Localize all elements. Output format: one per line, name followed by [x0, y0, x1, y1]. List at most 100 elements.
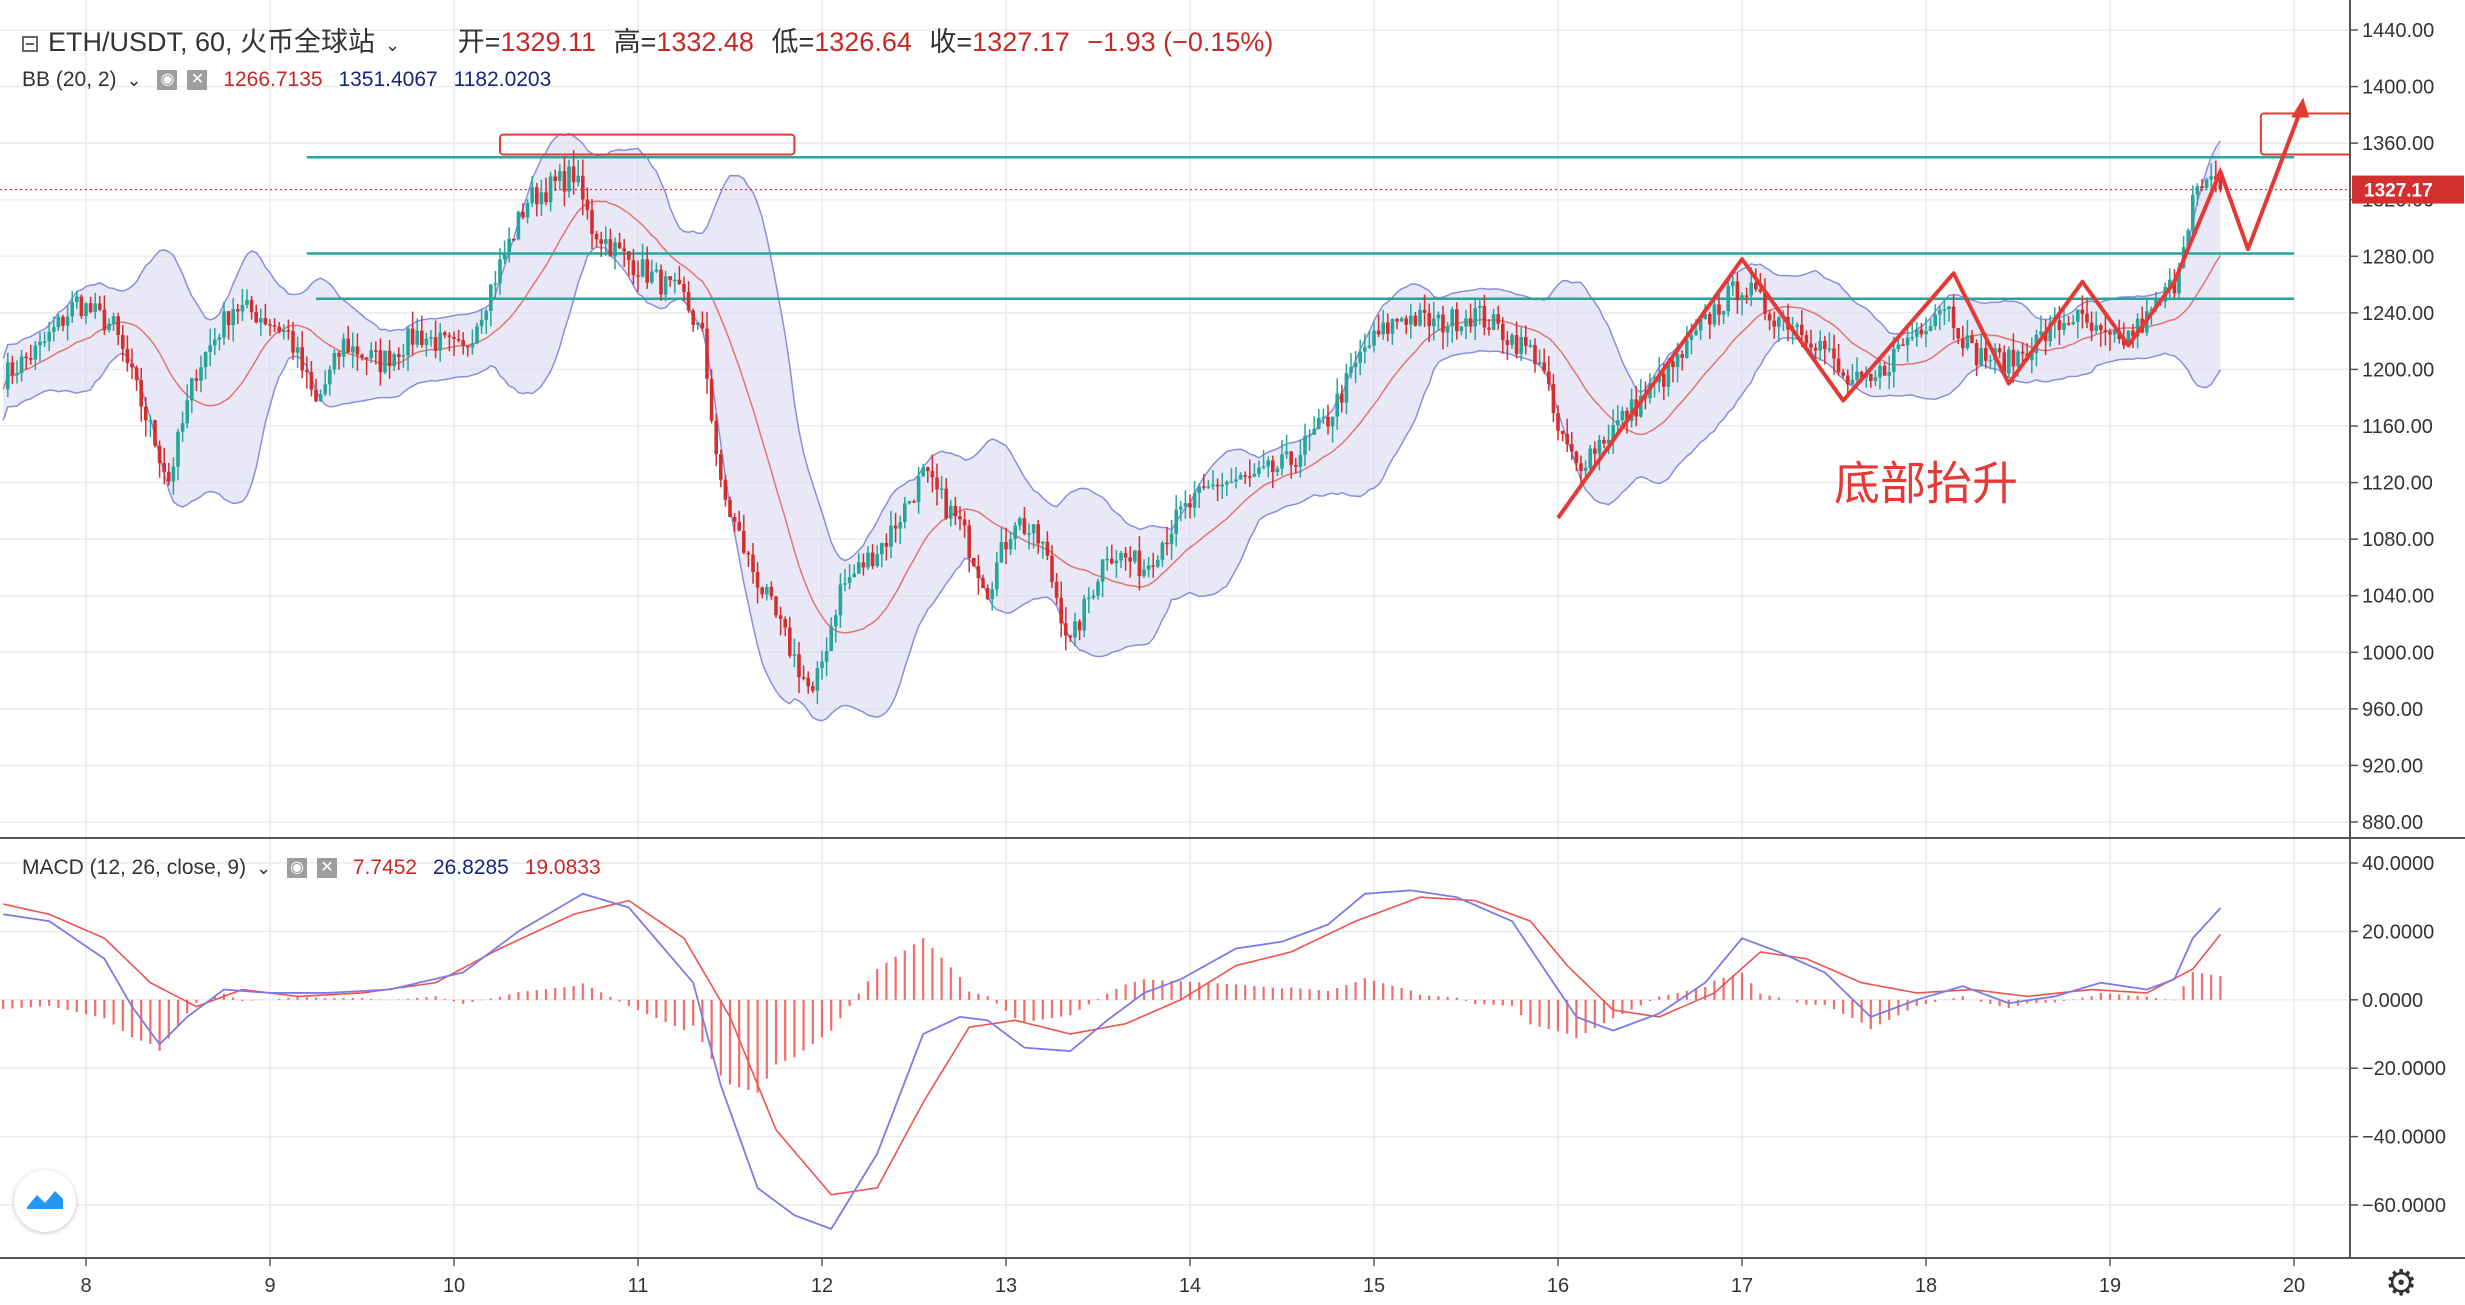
macd-label[interactable]: MACD (12, 26, close, 9)	[22, 856, 247, 879]
x-tick-label: 19	[2099, 1275, 2121, 1297]
candle-body	[1404, 318, 1408, 325]
candle-body	[1717, 304, 1721, 315]
candle-body	[502, 254, 507, 260]
macd-y-tick-label: 0.0000	[2362, 990, 2423, 1012]
eye-icon[interactable]: ◉	[287, 858, 308, 879]
close-icon[interactable]: ✕	[187, 70, 208, 91]
candle-body	[2195, 186, 2200, 195]
y-tick-label: 1000.00	[2362, 642, 2434, 664]
candle-body	[2016, 351, 2020, 367]
candle-body	[1708, 313, 1712, 325]
candle-body	[2103, 330, 2108, 332]
candle-body	[1151, 565, 1155, 567]
candle-body	[351, 346, 355, 353]
candle-body	[972, 558, 976, 567]
candle-body	[1105, 558, 1109, 561]
candle-body	[1951, 306, 1956, 329]
candle-body	[1156, 559, 1160, 567]
candle-body	[1482, 305, 1487, 328]
candle-body	[190, 378, 194, 401]
candle-body	[1225, 481, 1229, 485]
candle-body	[56, 316, 61, 328]
chevron-down-icon[interactable]: ⌄	[126, 70, 142, 90]
candle-body	[1087, 597, 1091, 600]
candle-body	[272, 325, 277, 327]
candle-body	[484, 310, 488, 320]
candle-body	[1096, 581, 1100, 596]
candle-body	[2099, 325, 2103, 331]
symbol-title[interactable]: ETH/USDT, 60, 火币全球站	[48, 27, 376, 57]
candle-body	[98, 303, 102, 310]
bb-label[interactable]: BB (20, 2)	[22, 68, 117, 91]
candle-body	[1551, 384, 1556, 414]
candle-body	[2191, 194, 2195, 231]
candle-body	[360, 354, 364, 358]
candle-body	[1119, 553, 1123, 561]
candle-body	[824, 651, 829, 662]
candle-body	[1248, 476, 1252, 478]
candle-body	[512, 238, 516, 241]
candle-body	[84, 303, 88, 317]
candle-body	[121, 334, 125, 349]
candle-body	[2007, 349, 2011, 374]
candle-body	[2204, 179, 2209, 188]
candle-body	[424, 338, 429, 345]
candle-body	[1027, 533, 1031, 535]
bb-basis-value: 1266.7135	[223, 68, 323, 91]
candle-body	[847, 577, 852, 584]
candle-body	[1395, 319, 1399, 322]
chevron-down-icon[interactable]: ⌄	[256, 858, 272, 878]
candle-body	[180, 423, 185, 432]
candle-body	[2209, 176, 2213, 180]
candle-body	[433, 337, 438, 351]
tradingview-logo-icon[interactable]	[14, 1170, 76, 1232]
last-price-tag	[2352, 175, 2464, 204]
candle-body	[1970, 335, 1974, 344]
gear-icon[interactable]: ⚙	[2385, 1262, 2418, 1303]
y-tick-label: 1440.00	[2362, 20, 2434, 42]
candle-body	[1128, 557, 1132, 562]
candle-body	[1220, 484, 1224, 487]
candle-body	[406, 328, 410, 356]
bollinger-lower-line	[2, 245, 2222, 722]
candle-body	[1294, 464, 1298, 467]
candle-body	[397, 354, 401, 358]
candle-body	[673, 279, 677, 282]
close-icon[interactable]: ✕	[317, 858, 338, 879]
candle-body	[355, 346, 360, 355]
candle-body	[2168, 279, 2172, 287]
candle-body	[1455, 309, 1459, 332]
candle-body	[438, 332, 442, 351]
candle-body	[594, 233, 599, 240]
candle-body	[125, 348, 130, 364]
candle-body	[696, 322, 700, 325]
candle-body	[953, 505, 958, 517]
eye-icon[interactable]: ◉	[157, 70, 178, 91]
x-tick-label: 13	[995, 1275, 1017, 1297]
candle-body	[1050, 555, 1054, 582]
candle-body	[1896, 344, 1901, 349]
candle-body	[1984, 348, 1988, 361]
candle-body	[1887, 372, 1891, 376]
candle-body	[1353, 362, 1358, 368]
candle-body	[1859, 371, 1864, 378]
candle-body	[995, 562, 999, 590]
collapse-icon[interactable]	[22, 35, 38, 52]
candle-body	[728, 499, 732, 517]
candle-body	[645, 259, 649, 283]
candle-body	[1979, 348, 1983, 366]
candle-body	[1229, 481, 1234, 484]
candle-body	[1795, 324, 1799, 327]
candle-body	[797, 654, 801, 678]
candle-body	[516, 211, 521, 240]
candle-body	[378, 350, 383, 373]
candle-body	[1022, 518, 1027, 534]
candle-body	[107, 323, 111, 331]
candle-body	[1160, 542, 1165, 560]
chevron-down-icon[interactable]: ⌄	[385, 35, 401, 55]
candle-body	[1307, 434, 1312, 437]
candle-body	[1165, 542, 1169, 545]
candle-body	[2048, 322, 2052, 342]
candle-body	[967, 525, 971, 559]
bollinger-fill	[3, 133, 2221, 721]
